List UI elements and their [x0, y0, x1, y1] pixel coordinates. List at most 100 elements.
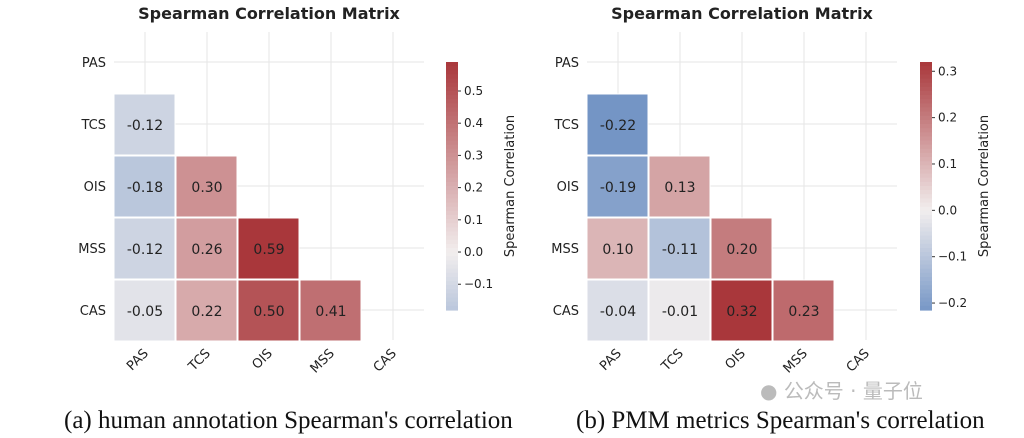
colorbar-segment: [920, 260, 932, 266]
colorbar-segment: [446, 272, 458, 278]
cell-value-label: -0.19: [600, 180, 636, 196]
y-tick-label: OIS: [84, 180, 106, 195]
cell-value-label: 0.20: [726, 242, 757, 258]
colorbar-segment: [446, 136, 458, 142]
colorbar-segment: [920, 157, 932, 162]
colorbar-segment: [920, 289, 932, 295]
colorbar-segment: [920, 248, 932, 253]
colorbar-tick-label: −0.1: [938, 250, 967, 264]
heatmap-cell: [113, 217, 176, 280]
heatmap-cell: [710, 217, 773, 280]
cell-value-label: -0.04: [600, 304, 636, 320]
y-tick-label: PAS: [82, 56, 106, 71]
colorbar-segment: [446, 86, 458, 92]
chart-title: Spearman Correlation Matrix: [611, 4, 873, 23]
colorbar-segment: [920, 305, 932, 311]
colorbar-segment: [446, 124, 458, 129]
colorbar-segment: [446, 190, 458, 195]
colorbar-segment: [446, 276, 458, 282]
colorbar-segment: [920, 99, 932, 104]
colorbar-segment: [446, 194, 458, 199]
colorbar-segment: [446, 281, 458, 286]
colorbar-segment: [920, 62, 932, 67]
colorbar-segment: [446, 214, 458, 220]
caption-b: (b) PMM metrics Spearman's correlation: [576, 407, 985, 434]
watermark-text: 公众号 · 量子位: [783, 379, 923, 403]
cell-value-label: 0.30: [191, 180, 222, 196]
cell-value-label: -0.22: [600, 118, 636, 134]
colorbar-segment: [920, 124, 932, 129]
colorbar-segment: [446, 235, 458, 241]
colorbar-segment: [446, 148, 458, 154]
colorbar-segment: [446, 223, 458, 228]
heatmap-cell: [648, 279, 711, 342]
cell-value-label: 0.50: [253, 304, 284, 320]
colorbar-segment: [920, 66, 932, 71]
colorbar-segment: [920, 256, 932, 261]
colorbar-segment: [920, 252, 932, 257]
x-tick-label: TCS: [658, 346, 687, 375]
wechat-icon: ●: [760, 379, 778, 403]
colorbar-segment: [446, 111, 458, 117]
y-tick-label: CAS: [553, 304, 579, 319]
colorbar-segment: [446, 297, 458, 303]
colorbar-segment: [446, 115, 458, 121]
colorbar-segment: [920, 194, 932, 199]
colorbar-segment: [920, 276, 932, 282]
colorbar-segment: [920, 177, 932, 183]
x-tick-label: CAS: [844, 346, 873, 375]
chart-title: Spearman Correlation Matrix: [138, 4, 400, 23]
heatmap-cell: [113, 93, 176, 156]
heatmap-cell: [175, 217, 238, 280]
cell-value-label: 0.22: [191, 304, 222, 320]
heatmap-cell: [710, 279, 773, 342]
colorbar-segment: [920, 152, 932, 158]
colorbar-segment: [920, 82, 932, 88]
colorbar-segment: [446, 248, 458, 253]
colorbar-segment: [920, 272, 932, 278]
colorbar-segment: [446, 301, 458, 307]
colorbar-segment: [446, 70, 458, 75]
colorbar-segment: [920, 297, 932, 303]
heatmap-cell: [113, 279, 176, 342]
colorbar-segment: [446, 252, 458, 257]
colorbar-segment: [920, 293, 932, 299]
colorbar-segment: [446, 173, 458, 179]
colorbar-segment: [920, 74, 932, 80]
colorbar-segment: [446, 144, 458, 150]
colorbar-segment: [920, 107, 932, 113]
colorbar-segment: [446, 305, 458, 311]
colorbar-segment: [920, 86, 932, 92]
colorbar-segment: [446, 227, 458, 233]
heatmap-cell: [175, 279, 238, 342]
colorbar-segment: [446, 293, 458, 299]
colorbar-segment: [920, 186, 932, 191]
colorbar-segment: [446, 62, 458, 67]
colorbar-segment: [446, 169, 458, 175]
colorbar-segment: [446, 243, 458, 249]
colorbar-segment: [920, 173, 932, 179]
x-tick-label: MSS: [781, 346, 811, 376]
colorbar-segment: [446, 103, 458, 109]
colorbar-segment: [446, 219, 458, 224]
colorbar-segment: [920, 214, 932, 220]
cell-value-label: -0.12: [127, 242, 163, 258]
x-tick-label: PAS: [597, 346, 625, 374]
colorbar-segment: [446, 82, 458, 88]
colorbar-segment: [446, 206, 458, 212]
colorbar-segment: [920, 268, 932, 274]
heatmap-cell: [772, 279, 835, 342]
colorbar-tick-label: 0.3: [938, 64, 957, 78]
colorbar-segment: [920, 119, 932, 125]
colorbar-segment: [446, 239, 458, 245]
colorbar-segment: [446, 74, 458, 80]
colorbar-segment: [920, 198, 932, 204]
colorbar-segment: [446, 107, 458, 113]
heatmap-cell: [648, 217, 711, 280]
colorbar-segment: [920, 210, 932, 216]
colorbar-segment: [446, 198, 458, 204]
y-tick-label: TCS: [553, 118, 579, 133]
colorbar-segment: [920, 165, 932, 171]
cell-value-label: -0.11: [662, 242, 698, 258]
